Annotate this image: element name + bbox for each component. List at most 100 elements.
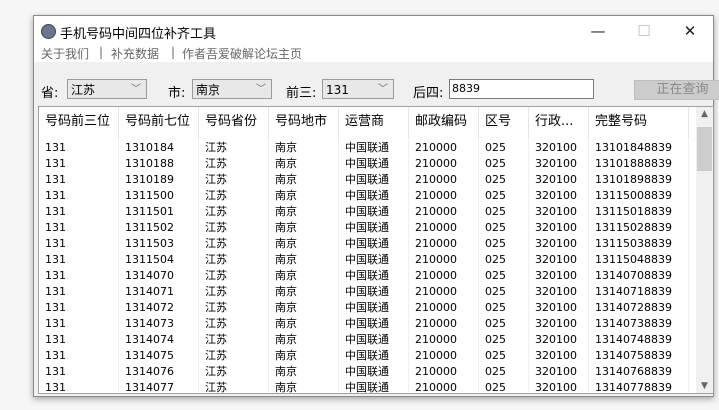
table-cell: 中国联通 [339, 364, 409, 380]
table-header: 号码前三位 号码前七位 号码省份 号码地市 运营商 邮政编码 区号 行政... 完整号码 [39, 107, 689, 139]
table-cell: 131 [39, 268, 119, 284]
table-cell: 025 [479, 268, 529, 284]
table-cell: 江苏 [199, 140, 269, 156]
table-cell: 江苏 [199, 300, 269, 316]
column-header[interactable]: 号码前七位 [119, 107, 199, 139]
minimize-button[interactable]: — [590, 22, 606, 40]
table-cell: 320100 [529, 188, 589, 204]
table-cell: 210000 [409, 188, 479, 204]
table-row[interactable]: 131 1314073 江苏 南京 中国联通 210000 025 320100 1314073… [39, 316, 689, 332]
suffix-label: 后四: [413, 86, 444, 101]
table-row[interactable]: 131 1311500 江苏 南京 中国联通 210000 025 320100 1311500… [39, 188, 689, 204]
province-select[interactable]: 江苏 ﹀ [67, 79, 147, 99]
table-cell: 中国联通 [339, 332, 409, 348]
column-header[interactable]: 邮政编码 [409, 107, 479, 139]
menu-add-data[interactable]: 补充数据 [111, 47, 160, 61]
chevron-down-icon: ﹀ [256, 84, 266, 95]
table-cell: 江苏 [199, 236, 269, 252]
table-cell: 025 [479, 236, 529, 252]
table-row[interactable]: 131 1314071 江苏 南京 中国联通 210000 025 320100 1314071… [39, 284, 689, 300]
table-cell: 南京 [269, 332, 339, 348]
table-cell: 南京 [269, 204, 339, 220]
table-cell: 13115008839 [589, 188, 689, 204]
table-row[interactable]: 131 1311501 江苏 南京 中国联通 210000 025 320100 1311501… [39, 204, 689, 220]
table-cell: 1311503 [119, 236, 199, 252]
column-header[interactable]: 区号 [479, 107, 529, 139]
table-cell: 中国联通 [339, 156, 409, 172]
column-header[interactable]: 号码省份 [199, 107, 269, 139]
table-row[interactable]: 131 1311502 江苏 南京 中国联通 210000 025 320100 1311502… [39, 220, 689, 236]
table-cell: 中国联通 [339, 300, 409, 316]
table-row[interactable]: 131 1314076 江苏 南京 中国联通 210000 025 320100 1314076… [39, 364, 689, 380]
window-title: 手机号码中间四位补齐工具 [60, 27, 217, 42]
column-header[interactable]: 运营商 [339, 107, 409, 139]
table-row[interactable]: 131 1314075 江苏 南京 中国联通 210000 025 320100 1314075… [39, 348, 689, 364]
table-row[interactable]: 131 1314074 江苏 南京 中国联通 210000 025 320100 1314074… [39, 332, 689, 348]
app-icon [41, 24, 56, 39]
table-cell: 中国联通 [339, 236, 409, 252]
menu-author-page[interactable]: 作者吾爱破解论坛主页 [182, 47, 303, 61]
table-cell: 320100 [529, 348, 589, 364]
table-cell: 210000 [409, 236, 479, 252]
city-select[interactable]: 南京 ﹀ [192, 79, 272, 99]
table-cell: 13115018839 [589, 204, 689, 220]
table-cell: 中国联通 [339, 284, 409, 300]
table-cell: 320100 [529, 332, 589, 348]
table-cell: 210000 [409, 380, 479, 393]
scroll-down-icon[interactable]: ▼ [701, 381, 708, 391]
column-header[interactable]: 号码前三位 [39, 107, 119, 139]
table-cell: 1314077 [119, 380, 199, 393]
table-row[interactable]: 131 1314070 江苏 南京 中国联通 210000 025 320100 1314070… [39, 268, 689, 284]
vertical-scrollbar[interactable]: ▲ ▼ [696, 107, 713, 393]
table-cell: 210000 [409, 364, 479, 380]
scrollbar-thumb[interactable] [697, 127, 712, 171]
table-cell: 南京 [269, 236, 339, 252]
suffix-input[interactable]: 8839 [449, 79, 594, 99]
results-table: 号码前三位 号码前七位 号码省份 号码地市 运营商 邮政编码 区号 行政... 完整号码 131… [38, 106, 714, 394]
table-row[interactable]: 131 1310184 江苏 南京 中国联通 210000 025 320100 1310184… [39, 140, 689, 156]
column-header[interactable]: 号码地市 [269, 107, 339, 139]
table-cell: 210000 [409, 300, 479, 316]
chevron-down-icon: ﹀ [131, 84, 141, 95]
menu-about[interactable]: 关于我们 [41, 47, 90, 61]
table-cell: 13115028839 [589, 220, 689, 236]
table-cell: 南京 [269, 188, 339, 204]
close-button[interactable]: ✕ [683, 22, 697, 40]
table-cell: 江苏 [199, 332, 269, 348]
table-cell: 1310189 [119, 172, 199, 188]
table-cell: 13140708839 [589, 268, 689, 284]
table-row[interactable]: 131 1311503 江苏 南京 中国联通 210000 025 320100 1311503… [39, 236, 689, 252]
table-cell: 江苏 [199, 364, 269, 380]
prefix-select[interactable]: 131 ﹀ [322, 79, 394, 99]
table-cell: 13140748839 [589, 332, 689, 348]
table-cell: 中国联通 [339, 220, 409, 236]
table-cell: 025 [479, 332, 529, 348]
province-label: 省: [41, 86, 59, 101]
table-cell: 南京 [269, 348, 339, 364]
scroll-up-icon[interactable]: ▲ [701, 109, 708, 119]
query-button[interactable]: 正在查询 [634, 80, 719, 100]
column-header[interactable]: 完整号码 [589, 107, 689, 139]
menu-separator: | [171, 45, 176, 59]
table-cell: 210000 [409, 332, 479, 348]
table-row[interactable]: 131 1311504 江苏 南京 中国联通 210000 025 320100 1311504… [39, 252, 689, 268]
table-cell: 131 [39, 364, 119, 380]
column-header[interactable]: 行政... [529, 107, 589, 139]
table-cell: 210000 [409, 284, 479, 300]
table-cell: 江苏 [199, 188, 269, 204]
table-row[interactable]: 131 1314072 江苏 南京 中国联通 210000 025 320100 1314072… [39, 300, 689, 316]
province-value: 江苏 [71, 83, 96, 97]
table-row[interactable]: 131 1314077 江苏 南京 中国联通 210000 025 320100 1314077… [39, 380, 689, 393]
table-cell: 131 [39, 172, 119, 188]
table-cell: 1310188 [119, 156, 199, 172]
maximize-button[interactable]: ☐ [637, 22, 651, 40]
table-cell: 13140738839 [589, 316, 689, 332]
table-cell: 210000 [409, 204, 479, 220]
table-cell: 210000 [409, 156, 479, 172]
table-cell: 025 [479, 284, 529, 300]
table-cell: 131 [39, 300, 119, 316]
table-cell: 131 [39, 140, 119, 156]
table-row[interactable]: 131 1310188 江苏 南京 中国联通 210000 025 320100 1310188… [39, 156, 689, 172]
table-cell: 中国联通 [339, 316, 409, 332]
table-row[interactable]: 131 1310189 江苏 南京 中国联通 210000 025 320100 1310189… [39, 172, 689, 188]
